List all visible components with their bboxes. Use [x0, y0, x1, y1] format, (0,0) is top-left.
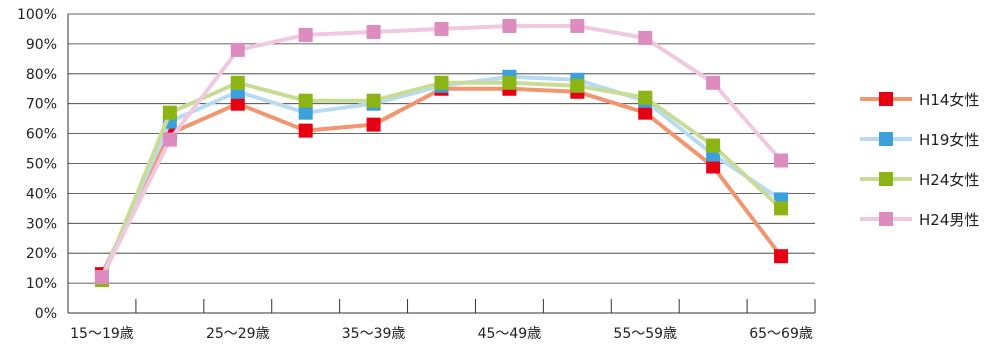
data-point: [230, 96, 245, 111]
data-point: [366, 117, 381, 132]
series-line: [100, 24, 783, 278]
y-tick-label: 60%: [26, 127, 57, 143]
legend-entry-1: H14女性: [860, 91, 979, 109]
data-point: [638, 105, 653, 120]
x-tick-label: 65～69歳: [749, 326, 813, 342]
legend-marker: [879, 92, 893, 106]
data-point: [230, 75, 245, 90]
series-group: [94, 18, 789, 288]
data-point: [706, 138, 721, 153]
x-tick-label: 45～49歳: [478, 326, 542, 342]
data-point: [298, 93, 313, 108]
data-point: [434, 21, 449, 36]
data-point: [774, 249, 789, 264]
data-point: [94, 270, 109, 285]
data-point: [774, 153, 789, 168]
series-3: [94, 75, 789, 288]
y-axis-tick-labels: 0% 10% 20% 30% 40% 50% 60% 70% 80% 90% 100%: [17, 7, 57, 322]
data-point: [230, 42, 245, 57]
x-axis-tick-labels: 15～19歳 25～29歳 35～39歳 45～49歳 55～59歳 65～69歳: [70, 326, 813, 342]
series-line: [100, 86, 783, 275]
series-line: [100, 80, 783, 281]
legend-marker: [879, 212, 893, 226]
y-tick-label: 40%: [26, 186, 57, 202]
legend-entry-4: H24男性: [860, 211, 979, 229]
legend-entry-3: H24女性: [860, 171, 979, 189]
legend: H14女性 H19女性 H24女性 H24男性: [860, 91, 979, 229]
data-point: [434, 75, 449, 90]
axes: [67, 14, 816, 314]
legend-marker: [879, 132, 893, 146]
data-point: [162, 132, 177, 147]
legend-marker: [879, 172, 893, 186]
y-tick-label: 70%: [26, 97, 57, 113]
legend-entry-2: H19女性: [860, 131, 979, 149]
y-tick-label: 90%: [26, 37, 57, 53]
legend-label: H14女性: [919, 91, 979, 109]
y-tick-label: 100%: [17, 7, 57, 23]
data-point: [706, 75, 721, 90]
data-point: [366, 24, 381, 39]
data-point: [502, 18, 517, 33]
y-tick-label: 50%: [26, 157, 57, 173]
x-tick-label: 55～59歳: [613, 326, 677, 342]
series-4: [94, 18, 789, 285]
x-tick-label: 35～39歳: [342, 326, 406, 342]
data-point: [502, 75, 517, 90]
series-1: [94, 81, 789, 282]
x-tick-label: 25～29歳: [206, 326, 270, 342]
x-tick-label: 15～19歳: [70, 326, 134, 342]
legend-label: H24女性: [919, 171, 979, 189]
y-tick-label: 10%: [26, 276, 57, 292]
data-point: [638, 90, 653, 105]
data-point: [162, 105, 177, 120]
data-point: [706, 159, 721, 174]
legend-label: H19女性: [919, 131, 979, 149]
y-tick-label: 30%: [26, 216, 57, 232]
data-point: [570, 18, 585, 33]
data-point: [366, 93, 381, 108]
data-point: [774, 201, 789, 216]
y-tick-label: 80%: [26, 67, 57, 83]
y-tick-label: 20%: [26, 246, 57, 262]
data-point: [570, 78, 585, 93]
data-point: [298, 27, 313, 42]
series-line: [100, 74, 783, 278]
data-point: [298, 105, 313, 120]
y-tick-label: 0%: [35, 306, 57, 322]
data-point: [298, 123, 313, 138]
legend-label: H24男性: [919, 211, 979, 229]
data-point: [638, 30, 653, 45]
